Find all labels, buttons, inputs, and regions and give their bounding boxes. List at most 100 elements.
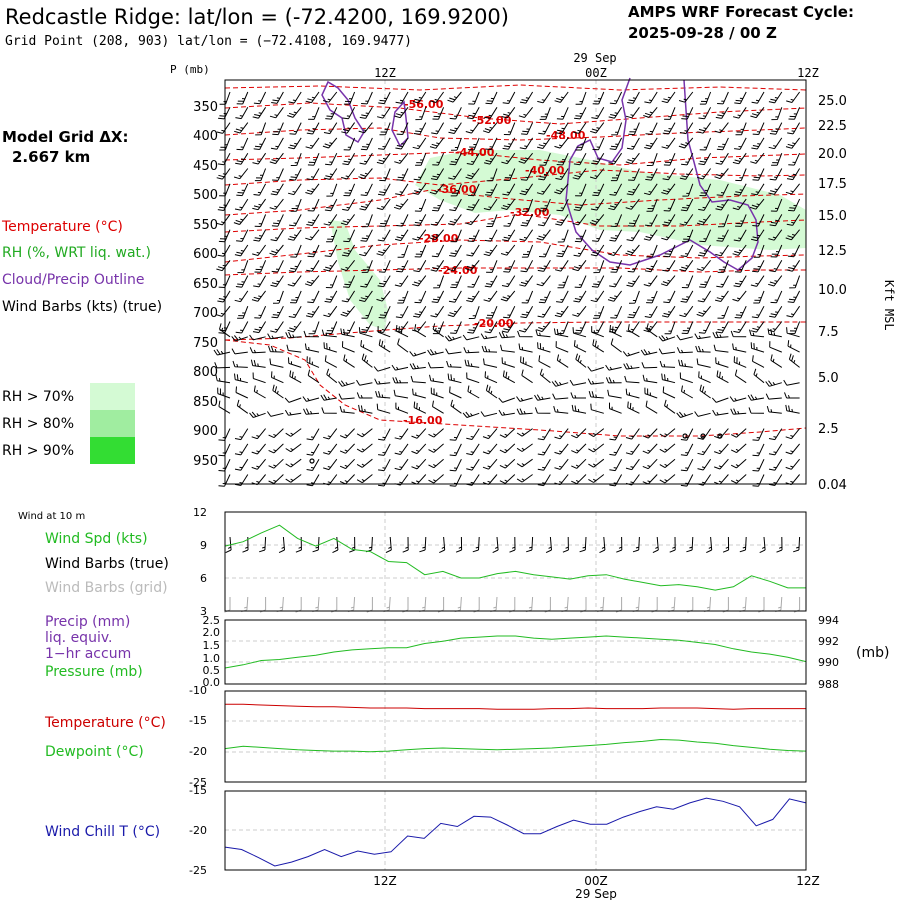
wind-barb [305,183,320,195]
wind-barb [501,152,516,165]
wind-barb [502,183,516,196]
y-tick-label: -10 [189,684,207,697]
wind-barb [535,329,551,338]
wind-barb [484,229,498,242]
wind-barb [539,107,551,120]
wind-barb [662,214,676,226]
wind-barb [574,107,587,120]
wind-barb [730,443,747,454]
wind-barb [624,375,640,384]
wind-barb [786,305,801,318]
legend-wind-barbs-true: Wind Barbs (true) [45,556,169,572]
wind-barb [644,305,658,318]
wind-barb [413,260,427,273]
wind-barb [236,137,249,151]
height-tick-label: 5.0 [818,371,839,386]
wind-barb [218,458,231,472]
wind-barb [554,183,569,195]
wind-barb [307,369,320,384]
wind-barb [768,183,783,195]
wind-barb [605,377,622,384]
wind-barb [289,122,302,135]
wind-barb [412,275,427,287]
wind-barb [231,348,248,355]
wind-barb [305,305,320,318]
wind-barb [681,385,694,399]
wind-barb [768,428,783,441]
wind-barb [427,349,444,356]
pressure-tick-label: 500 [193,188,218,203]
wind-barb [716,321,729,334]
wind-barb [579,536,587,553]
wind-barb [503,305,516,319]
wind-barb [466,290,480,303]
wind-barb [697,168,712,180]
wind-barb [609,91,623,105]
wind-barb [518,343,533,353]
wind-barb [609,428,623,441]
wind-barb [768,91,783,104]
wind-barb [750,152,765,164]
wind-barb [483,290,498,302]
wind-barb [342,198,356,211]
wind-barb [255,122,267,136]
wind-barb [270,275,284,287]
wind-barb [285,443,302,453]
wind-barb [358,122,373,134]
wind-barb [501,321,516,333]
wind-barb [605,364,622,371]
wind-barb [290,198,302,212]
wind-barb [732,107,747,119]
wind-barb [519,137,534,150]
wind-barb [668,596,676,613]
wind-barb [521,122,534,135]
wind-barb [249,334,266,341]
wind-barb [771,153,783,166]
wind-barb [305,229,320,241]
wind-barb [534,394,551,401]
y-tick-label: 3 [200,605,207,618]
temperature-labels: -56.00 -52.00 -48.00 -44.00 -40.00 -36.0… [403,98,586,427]
wind-barb [394,428,409,440]
wind-barb [713,344,729,353]
height-tick-label: 12.5 [818,244,847,259]
wind-barb [658,335,676,342]
wind-barb [536,321,551,333]
wind-barb [611,122,623,136]
wind-barb [625,458,640,471]
wind-barb [466,152,480,165]
wind-barb [537,458,551,471]
wind-barb [472,536,480,553]
wind-barb [216,122,231,134]
wind-barb [253,229,267,242]
wind-barb [534,407,551,414]
wind-barb [498,397,515,403]
wind-barb [466,244,480,257]
wind-barb [751,91,765,104]
wind-barb [539,198,551,212]
pressure-tick-label: 700 [193,306,218,321]
wind-barb [788,107,801,120]
wind-barb [770,290,783,304]
wind-barb [696,358,711,368]
wind-barb [539,153,551,166]
wind-barb [659,474,676,484]
wind-barb [556,107,569,120]
wind-barb [449,244,462,257]
wind-barb [289,370,302,384]
wind-barb [599,536,606,554]
y-tick-label: 1.0 [203,652,221,665]
wind-barb [349,536,356,553]
legend-temperature: Temperature (°C) [1,219,123,235]
wind-barb [366,597,373,613]
wind-barb [323,214,338,226]
wind-barb [628,122,640,136]
wind-barb [628,168,640,181]
wind-barb [753,244,765,258]
wind-barb [254,168,267,182]
wind-barb [499,428,516,438]
wind-barb [663,244,676,258]
temp-label: -52.00 [472,114,512,127]
wind-barb [609,458,623,472]
wind-barb [786,168,801,181]
